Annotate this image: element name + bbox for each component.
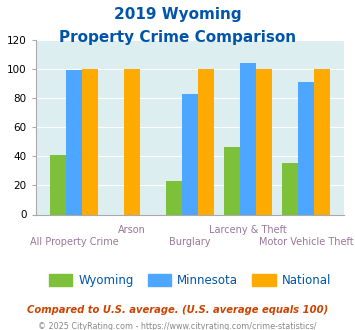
Bar bbox=[82, 69, 98, 214]
Text: 2019 Wyoming: 2019 Wyoming bbox=[114, 7, 241, 21]
Bar bbox=[224, 148, 240, 214]
Bar bbox=[182, 93, 198, 214]
Bar bbox=[282, 163, 298, 214]
Text: Larceny & Theft: Larceny & Theft bbox=[209, 225, 287, 235]
Text: Arson: Arson bbox=[118, 225, 146, 235]
Text: Property Crime Comparison: Property Crime Comparison bbox=[59, 30, 296, 45]
Text: Motor Vehicle Theft: Motor Vehicle Theft bbox=[259, 237, 353, 247]
Legend: Wyoming, Minnesota, National: Wyoming, Minnesota, National bbox=[44, 269, 336, 292]
Bar bbox=[240, 63, 256, 214]
Bar bbox=[314, 69, 330, 214]
Text: Compared to U.S. average. (U.S. average equals 100): Compared to U.S. average. (U.S. average … bbox=[27, 305, 328, 315]
Bar bbox=[124, 69, 140, 214]
Text: All Property Crime: All Property Crime bbox=[29, 237, 118, 247]
Bar bbox=[198, 69, 214, 214]
Bar bbox=[165, 181, 182, 214]
Text: Burglary: Burglary bbox=[169, 237, 211, 247]
Bar bbox=[298, 82, 314, 214]
Text: © 2025 CityRating.com - https://www.cityrating.com/crime-statistics/: © 2025 CityRating.com - https://www.city… bbox=[38, 322, 317, 330]
Bar bbox=[256, 69, 272, 214]
Bar bbox=[66, 70, 82, 214]
Bar bbox=[50, 155, 66, 214]
